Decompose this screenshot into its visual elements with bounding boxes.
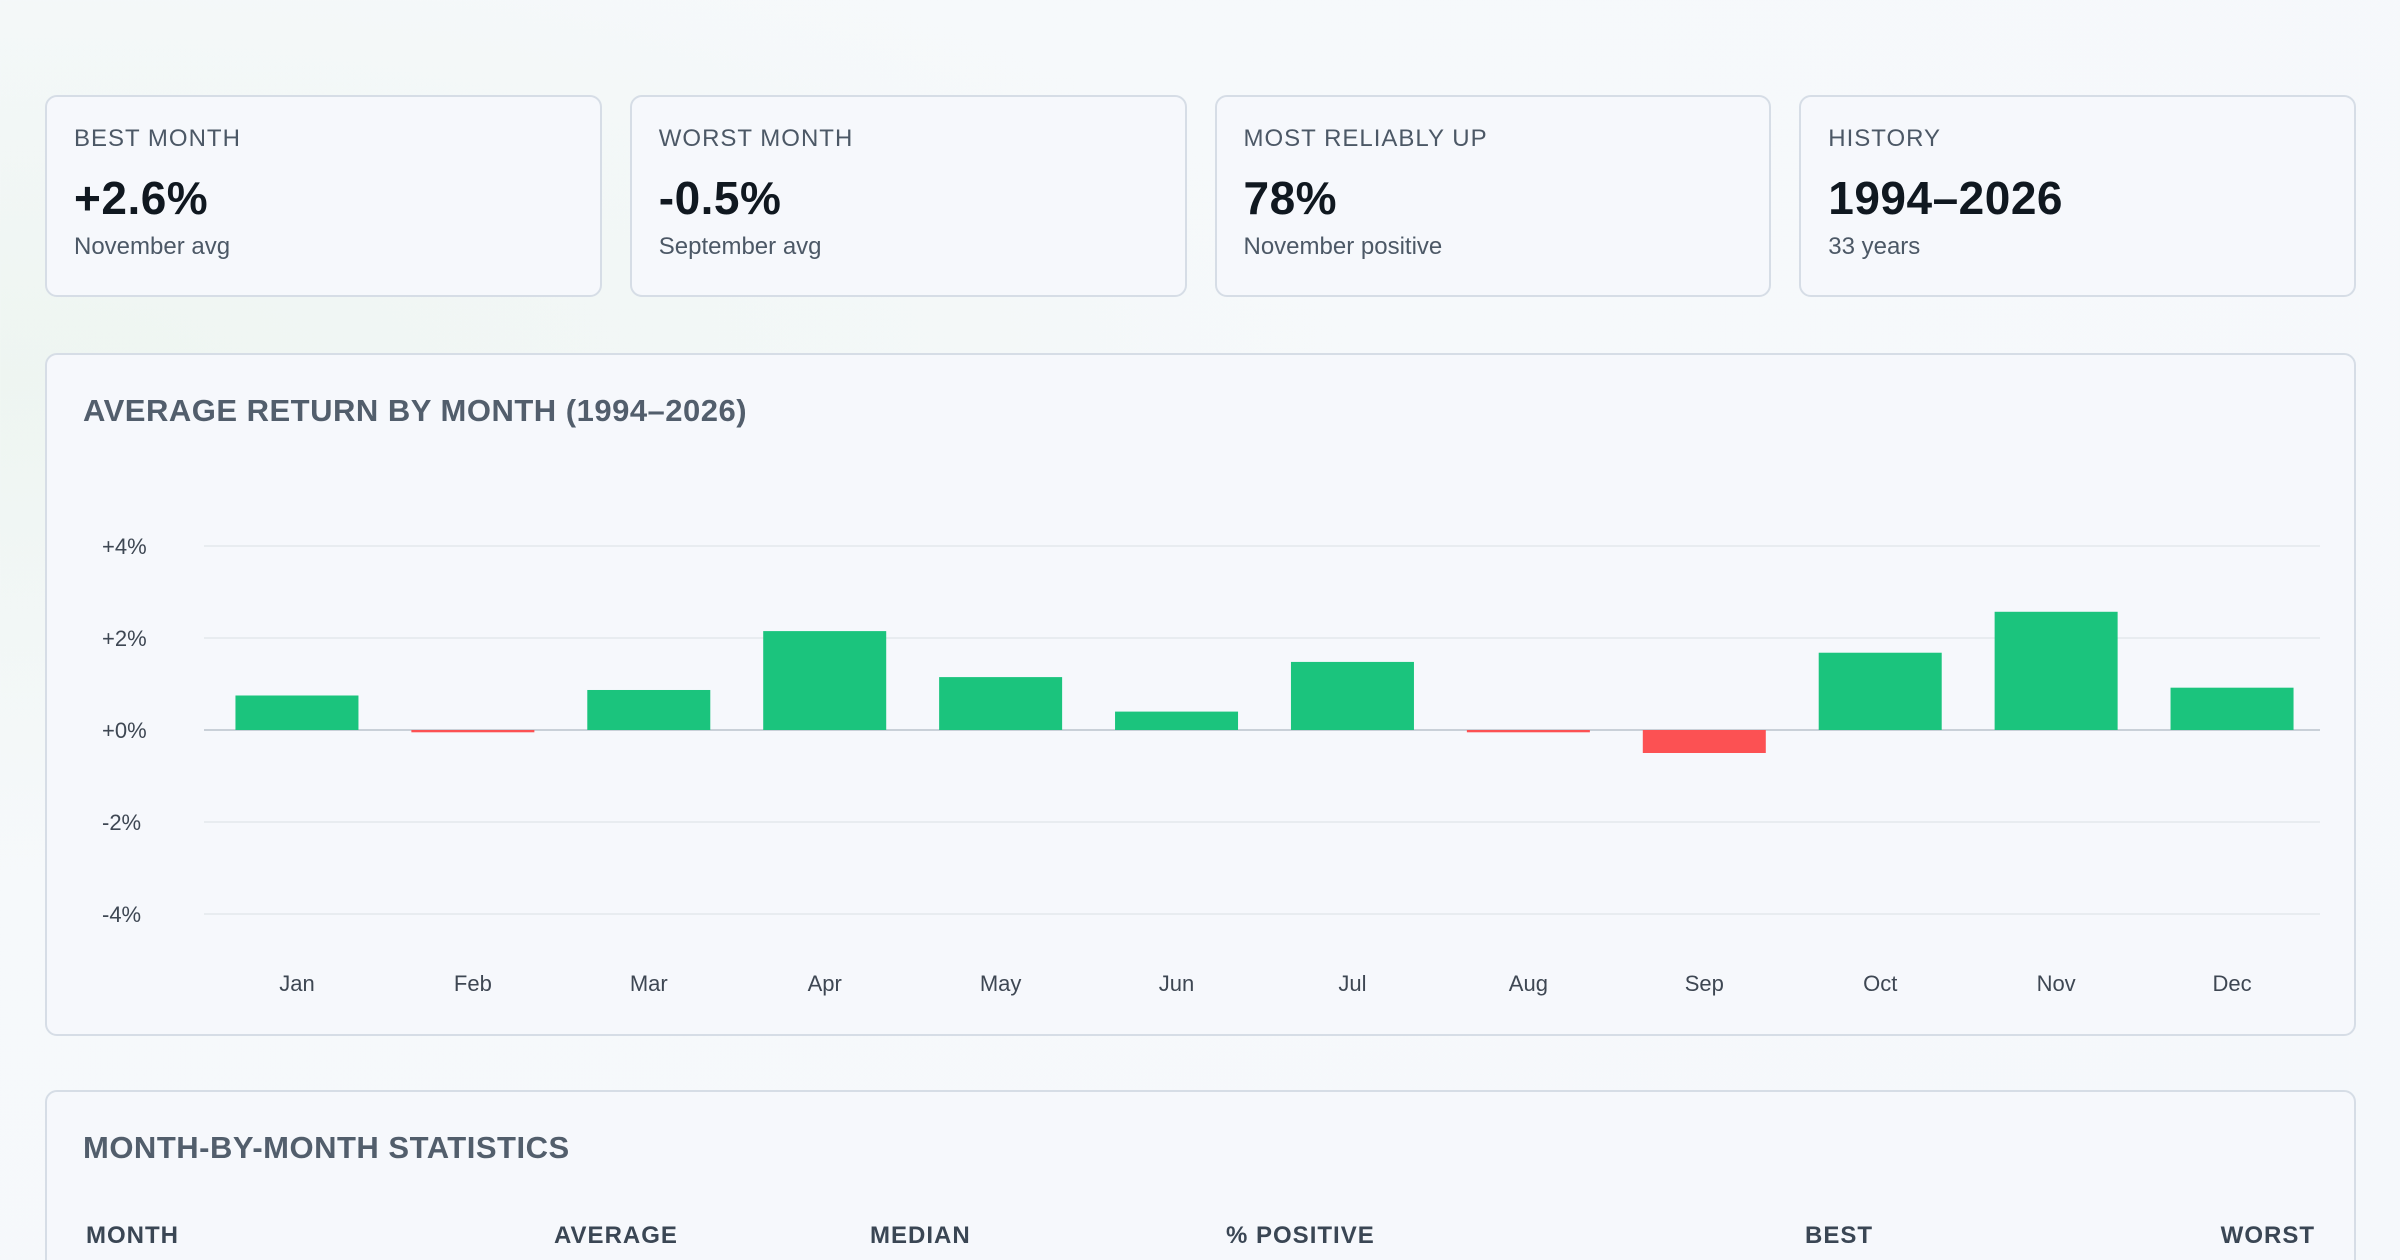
column-header-month[interactable]: MONTH [86, 1222, 179, 1249]
bar-jan[interactable] [235, 695, 359, 731]
bar-sep[interactable] [1642, 730, 1766, 753]
bar-jul[interactable] [1290, 661, 1414, 730]
bar-oct[interactable] [1818, 652, 1942, 730]
stat-value: 1994–2026 [1828, 172, 2063, 224]
y-tick-label: -2% [102, 810, 141, 835]
bar-may[interactable] [939, 677, 1063, 730]
x-tick-label: Apr [808, 971, 842, 996]
chart-panel: AVERAGE RETURN BY MONTH (1994–2026) +4% +… [45, 353, 2356, 1036]
x-tick-label: Sep [1685, 971, 1724, 996]
column-header-percent-positive[interactable]: % POSITIVE [1226, 1222, 1375, 1249]
stat-label: MOST RELIABLY UP [1243, 125, 1488, 152]
table-title: MONTH-BY-MONTH STATISTICS [83, 1130, 570, 1165]
stat-label: HISTORY [1828, 125, 1942, 152]
table-header-row: MONTH AVERAGE MEDIAN % POSITIVE BEST WOR… [47, 1222, 2354, 1260]
bar-chart: +4% +2% +0% -2% -4% Jan Feb Mar Apr May Jun Jul Aug S… [102, 534, 2320, 996]
stat-cards: BEST MONTH +2.6% November avg WORST MONT… [45, 95, 2356, 297]
stat-value: -0.5% [658, 172, 782, 224]
bar-nov[interactable] [1994, 611, 2118, 730]
x-tick-label: Dec [2212, 971, 2251, 996]
stat-sub: 33 years [1828, 233, 1921, 260]
bar-jun[interactable] [1115, 711, 1239, 730]
x-tick-label: Oct [1863, 971, 1897, 996]
stat-label: BEST MONTH [74, 125, 241, 152]
y-tick-label: +2% [102, 626, 147, 651]
chart-title: AVERAGE RETURN BY MONTH (1994–2026) [83, 393, 748, 428]
x-tick-label: Nov [2037, 971, 2076, 996]
x-tick-label: Aug [1509, 971, 1548, 996]
x-tick-label: Jul [1338, 971, 1366, 996]
column-header-median[interactable]: MEDIAN [870, 1222, 971, 1249]
x-tick-label: Jun [1159, 971, 1194, 996]
x-tick-label: Mar [630, 971, 668, 996]
stat-card-worst-month: WORST MONTH -0.5% September avg [629, 95, 1187, 297]
x-tick-label: Feb [454, 971, 492, 996]
bar-feb[interactable] [411, 730, 535, 733]
column-header-best[interactable]: BEST [1805, 1222, 1874, 1249]
statistics-table-panel: MONTH-BY-MONTH STATISTICS MONTH AVERAGE … [45, 1090, 2356, 1260]
bar-mar[interactable] [587, 689, 711, 730]
stat-sub: September avg [658, 233, 822, 260]
stat-card-history: HISTORY 1994–2026 33 years [1799, 95, 2356, 297]
bar-dec[interactable] [2170, 687, 2294, 730]
y-tick-label: +4% [102, 534, 147, 559]
stat-sub: November positive [1243, 233, 1443, 260]
column-header-average[interactable]: AVERAGE [554, 1222, 678, 1249]
y-tick-label: +0% [102, 718, 147, 743]
stat-card-most-reliably-up: MOST RELIABLY UP 78% November positive [1214, 95, 1772, 297]
column-header-worst[interactable]: WORST [2220, 1222, 2315, 1249]
bar-aug[interactable] [1466, 730, 1590, 733]
stat-value: +2.6% [74, 172, 209, 224]
bar-apr[interactable] [763, 631, 887, 730]
stat-value: 78% [1243, 172, 1338, 224]
y-tick-label: -4% [102, 902, 141, 927]
stat-sub: November avg [74, 233, 231, 260]
stat-card-best-month: BEST MONTH +2.6% November avg [45, 95, 602, 297]
x-tick-label: May [980, 971, 1022, 996]
stat-label: WORST MONTH [658, 125, 854, 152]
x-tick-label: Jan [279, 971, 314, 996]
